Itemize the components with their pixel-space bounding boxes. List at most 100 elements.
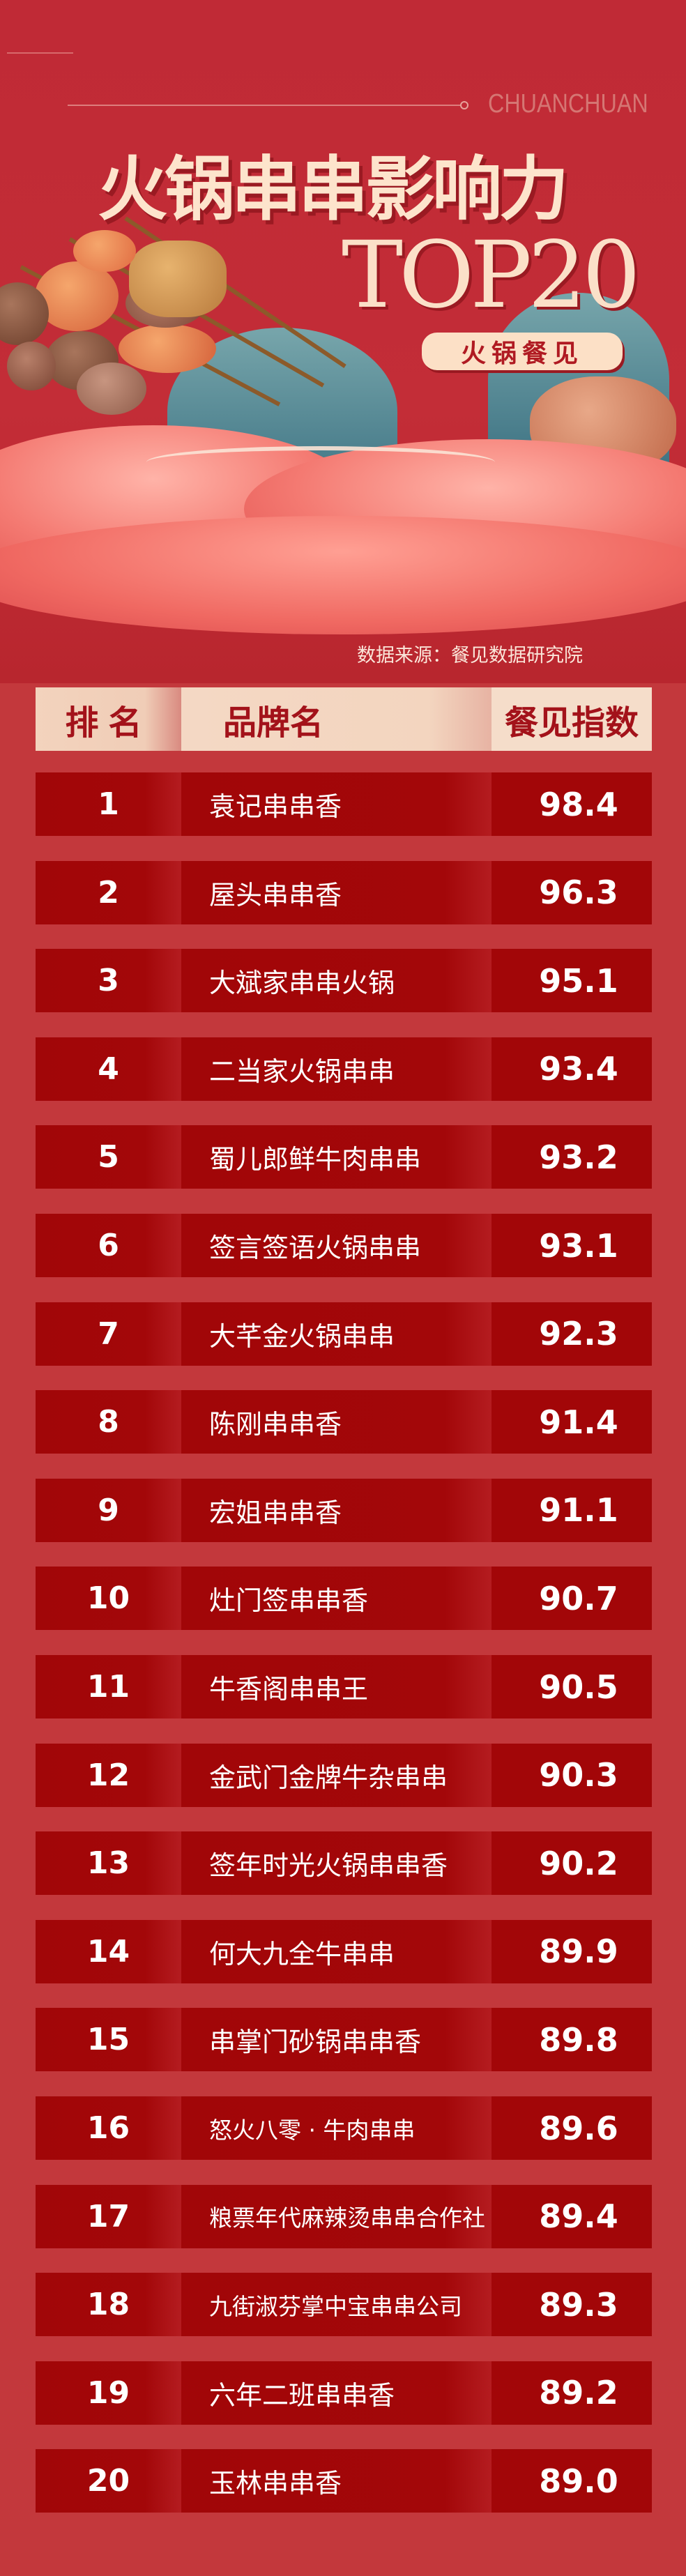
rank-cell: 11	[36, 1655, 181, 1718]
score-cell: 90.2	[491, 1831, 652, 1896]
ribbon-illustration	[146, 446, 495, 478]
table-row: 12 金武门金牌牛杂串串 90.3	[36, 1743, 652, 1807]
rank-cell: 8	[36, 1390, 181, 1454]
brand-name: 粮票年代麻辣烫串串合作社	[209, 2204, 485, 2232]
brand-cell: 牛香阁串串王	[181, 1655, 491, 1718]
hero-banner: CHUANCHUAN 火锅串串影响力 TOP20 火锅餐见 数据来源：餐见数据研…	[0, 0, 686, 683]
table-row: 3 大斌家串串火锅 95.1	[36, 949, 652, 1013]
cloud-illustration	[0, 516, 686, 634]
brand-name: 怒火八零 · 牛肉串串	[209, 2116, 416, 2144]
table-row: 19 六年二班串串香 89.2	[36, 2361, 652, 2425]
brand-name: 二当家火锅串串	[209, 1055, 395, 1087]
brand-cell: 袁记串串香	[181, 772, 491, 836]
score-cell: 90.7	[491, 1567, 652, 1631]
page-subtitle: TOP20	[342, 222, 641, 329]
page-title: 火锅串串影响力	[98, 148, 569, 230]
brand-cell: 金武门金牌牛杂串串	[181, 1743, 491, 1807]
food-illustration	[0, 282, 49, 345]
score-cell: 89.4	[491, 2184, 652, 2248]
brand-english: CHUANCHUAN	[488, 89, 648, 119]
food-illustration	[73, 230, 136, 272]
score-cell: 89.6	[491, 2096, 652, 2160]
column-header-score: 餐见指数	[491, 687, 652, 751]
column-header-brand: 品牌名	[181, 687, 491, 751]
column-header-brand-label: 品牌名	[223, 703, 324, 742]
score-cell: 91.1	[491, 1478, 652, 1542]
rank-cell: 15	[36, 2008, 181, 2072]
brand-cell: 签年时光火锅串串香	[181, 1831, 491, 1896]
rank-cell: 14	[36, 1919, 181, 1983]
table-row: 2 屋头串串香 96.3	[36, 860, 652, 924]
brand-name: 牛香阁串串王	[209, 1674, 369, 1705]
brand-cell: 签言签语火锅串串	[181, 1214, 491, 1277]
table-header: 排名 品牌名 餐见指数	[36, 687, 652, 751]
rank-cell: 1	[36, 772, 181, 836]
brand-name: 宏姐串串香	[209, 1497, 342, 1528]
table-row: 10 灶门签串串香 90.7	[36, 1567, 652, 1631]
score-cell: 89.2	[491, 2361, 652, 2425]
rank-cell: 9	[36, 1478, 181, 1542]
brand-name: 签言签语火锅串串	[209, 1233, 422, 1263]
decorative-line	[7, 52, 73, 54]
score-cell: 93.4	[491, 1037, 652, 1101]
food-illustration	[35, 261, 119, 331]
brand-name: 袁记串串香	[209, 791, 342, 822]
rank-cell: 20	[36, 2449, 181, 2513]
brand-name: 大斌家串串火锅	[209, 968, 395, 999]
decorative-dot	[460, 101, 468, 109]
rank-cell: 18	[36, 2273, 181, 2337]
table-row: 14 何大九全牛串串 89.9	[36, 1919, 652, 1983]
food-illustration	[129, 241, 227, 317]
score-cell: 89.3	[491, 2273, 652, 2337]
brand-cell: 何大九全牛串串	[181, 1919, 491, 1983]
score-cell: 96.3	[491, 860, 652, 924]
brand-name: 陈刚串串香	[209, 1409, 342, 1440]
brand-name: 六年二班串串香	[209, 2379, 395, 2411]
score-cell: 90.5	[491, 1655, 652, 1718]
table-row: 18 九街淑芬掌中宝串串公司 89.3	[36, 2273, 652, 2337]
brand-name: 蜀儿郎鲜牛肉串串	[209, 1144, 422, 1175]
table-row: 5 蜀儿郎鲜牛肉串串 93.2	[36, 1125, 652, 1189]
rank-cell: 6	[36, 1214, 181, 1277]
brand-cell: 六年二班串串香	[181, 2361, 491, 2425]
table-row: 9 宏姐串串香 91.1	[36, 1478, 652, 1542]
table-row: 13 签年时光火锅串串香 90.2	[36, 1831, 652, 1896]
table-row: 6 签言签语火锅串串 93.1	[36, 1214, 652, 1277]
brand-name: 灶门签串串香	[209, 1585, 369, 1617]
score-cell: 89.8	[491, 2008, 652, 2072]
brand-name: 何大九全牛串串	[209, 1938, 395, 1969]
decorative-line	[68, 105, 462, 106]
rank-cell: 17	[36, 2184, 181, 2248]
score-cell: 93.2	[491, 1125, 652, 1189]
brand-name: 九街淑芬掌中宝串串公司	[209, 2292, 462, 2320]
score-cell: 90.3	[491, 1743, 652, 1807]
table-row: 17 粮票年代麻辣烫串串合作社 89.4	[36, 2184, 652, 2248]
table-row: 1 袁记串串香 98.4	[36, 772, 652, 836]
brand-cell: 蜀儿郎鲜牛肉串串	[181, 1125, 491, 1189]
rank-cell: 13	[36, 1831, 181, 1896]
brand-cell: 大芊金火锅串串	[181, 1302, 491, 1366]
brand-cell: 粮票年代麻辣烫串串合作社	[181, 2184, 491, 2248]
brand-cell: 怒火八零 · 牛肉串串	[181, 2096, 491, 2160]
brand-badge: 火锅餐见	[422, 333, 623, 370]
score-cell: 89.0	[491, 2449, 652, 2513]
column-header-rank: 排名	[36, 687, 181, 751]
table-row: 8 陈刚串串香 91.4	[36, 1390, 652, 1454]
rank-cell: 3	[36, 949, 181, 1013]
score-cell: 98.4	[491, 772, 652, 836]
brand-name: 签年时光火锅串串香	[209, 1850, 448, 1882]
rank-cell: 2	[36, 860, 181, 924]
table-row: 11 牛香阁串串王 90.5	[36, 1655, 652, 1718]
table-row: 15 串掌门砂锅串串香 89.8	[36, 2008, 652, 2072]
brand-cell: 宏姐串串香	[181, 1478, 491, 1542]
brand-cell: 玉林串串香	[181, 2449, 491, 2513]
brand-name: 串掌门砂锅串串香	[209, 2027, 422, 2058]
score-cell: 92.3	[491, 1302, 652, 1366]
brand-cell: 大斌家串串火锅	[181, 949, 491, 1013]
table-row: 20 玉林串串香 89.0	[36, 2449, 652, 2513]
brand-cell: 九街淑芬掌中宝串串公司	[181, 2273, 491, 2337]
food-illustration	[7, 342, 56, 390]
brand-cell: 陈刚串串香	[181, 1390, 491, 1454]
data-source: 数据来源：餐见数据研究院	[357, 645, 583, 666]
table-row: 7 大芊金火锅串串 92.3	[36, 1302, 652, 1366]
